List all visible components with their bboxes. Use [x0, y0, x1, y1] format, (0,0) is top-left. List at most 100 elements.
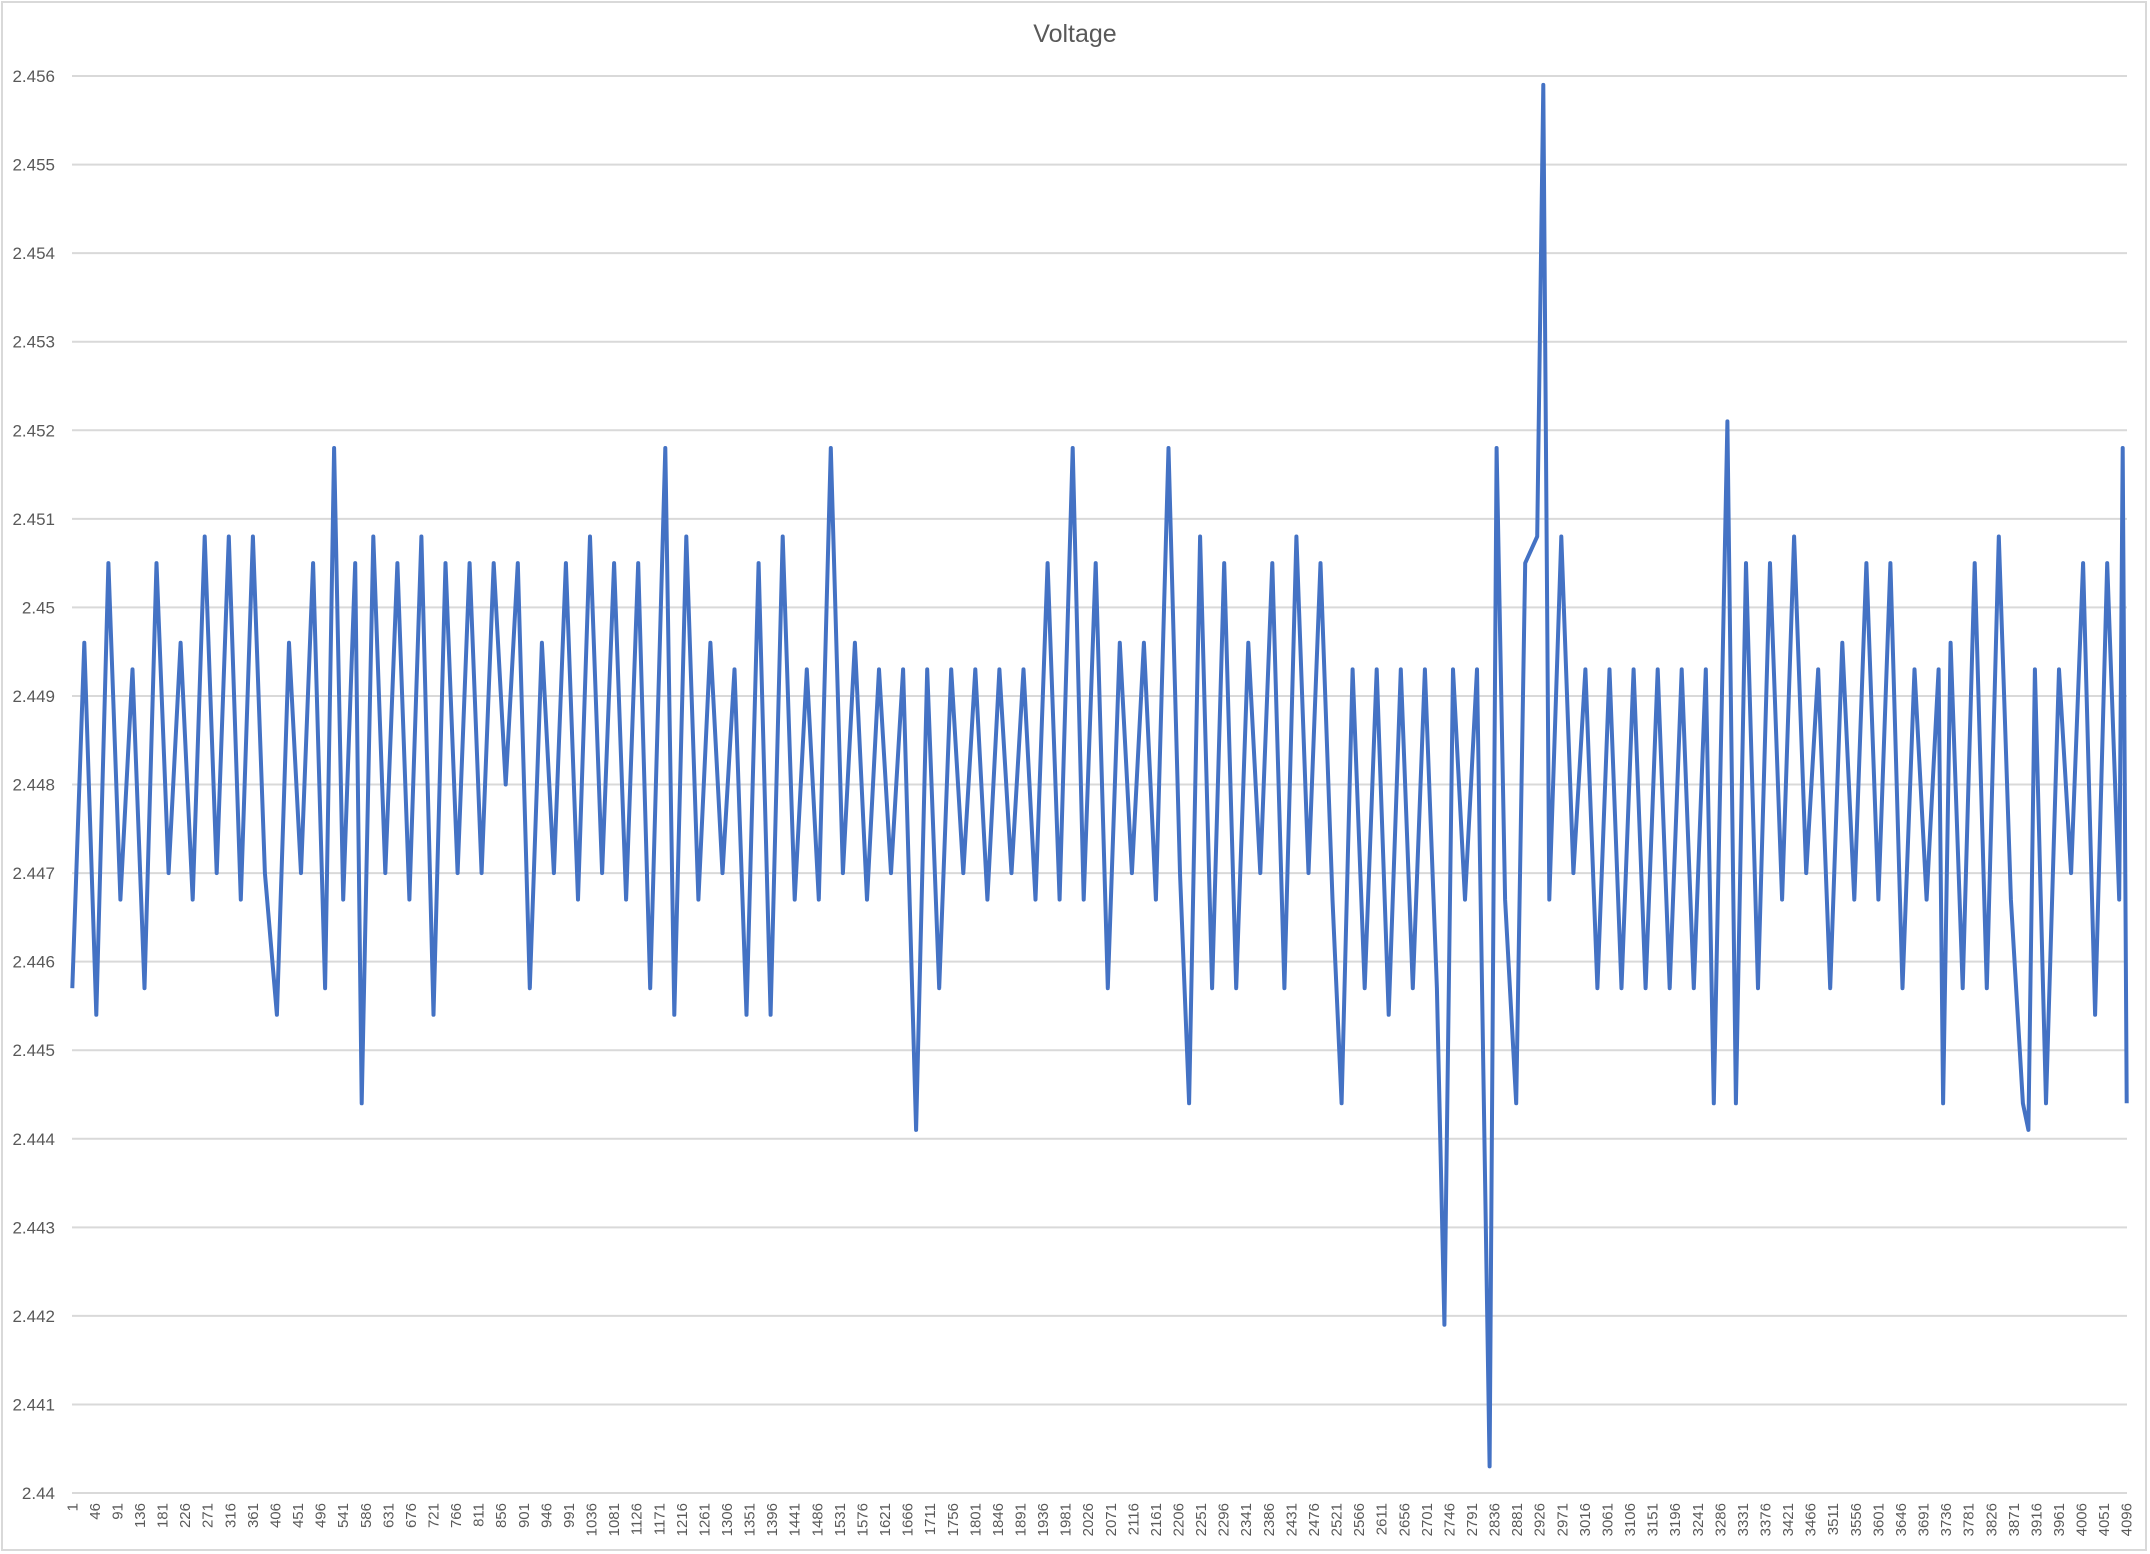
x-tick-label: 1036 — [584, 1503, 601, 1536]
x-tick-label: 2476 — [1306, 1503, 1323, 1536]
y-tick-label: 2.452 — [12, 421, 55, 440]
x-tick-label: 3331 — [1735, 1503, 1752, 1536]
x-tick-label: 721 — [425, 1503, 442, 1528]
x-tick-label: 2161 — [1148, 1503, 1165, 1536]
x-tick-label: 766 — [448, 1503, 465, 1528]
x-tick-label: 3916 — [2028, 1503, 2045, 1536]
y-tick-label: 2.445 — [12, 1041, 55, 1060]
x-tick-label: 1621 — [877, 1503, 894, 1536]
x-tick-label: 4051 — [2096, 1503, 2113, 1536]
x-tick-label: 3061 — [1599, 1503, 1616, 1536]
y-tick-label: 2.446 — [12, 953, 55, 972]
x-tick-label: 3736 — [1938, 1503, 1955, 1536]
x-tick-label: 1396 — [764, 1503, 781, 1536]
x-tick-label: 2791 — [1464, 1503, 1481, 1536]
x-tick-label: 3646 — [1893, 1503, 1910, 1536]
y-tick-label: 2.444 — [12, 1130, 55, 1149]
x-tick-label: 2071 — [1103, 1503, 1120, 1536]
x-tick-label: 3871 — [2006, 1503, 2023, 1536]
y-tick-label: 2.45 — [22, 598, 55, 617]
x-tick-label: 4096 — [2119, 1503, 2136, 1536]
x-tick-label: 3151 — [1645, 1503, 1662, 1536]
y-tick-label: 2.443 — [12, 1218, 55, 1237]
y-tick-label: 2.453 — [12, 333, 55, 352]
y-tick-label: 2.449 — [12, 687, 55, 706]
x-tick-label: 856 — [493, 1503, 510, 1528]
x-tick-label: 181 — [155, 1503, 172, 1528]
x-tick-label: 2026 — [1080, 1503, 1097, 1536]
y-tick-label: 2.451 — [12, 510, 55, 529]
x-tick-label: 3241 — [1690, 1503, 1707, 1536]
x-tick-label: 451 — [290, 1503, 307, 1528]
x-tick-label: 1306 — [719, 1503, 736, 1536]
x-tick-label: 1846 — [990, 1503, 1007, 1536]
x-tick-label: 1081 — [606, 1503, 623, 1536]
x-tick-label: 1936 — [1035, 1503, 1052, 1536]
x-tick-label: 3601 — [1870, 1503, 1887, 1536]
x-tick-label: 91 — [109, 1503, 126, 1520]
x-tick-label: 2251 — [1193, 1503, 1210, 1536]
x-tick-label: 2296 — [1216, 1503, 1233, 1536]
x-tick-label: 3016 — [1577, 1503, 1594, 1536]
x-tick-label: 1711 — [922, 1503, 939, 1535]
x-tick-label: 1126 — [629, 1503, 646, 1535]
chart-title: Voltage — [1033, 20, 1117, 48]
x-tick-label: 3466 — [1803, 1503, 1820, 1536]
x-tick-label: 3826 — [1983, 1503, 2000, 1536]
y-tick-label: 2.455 — [12, 156, 55, 175]
x-tick-label: 811 — [471, 1503, 488, 1527]
x-tick-label: 2701 — [1419, 1503, 1436, 1536]
x-tick-label: 3376 — [1758, 1503, 1775, 1536]
x-tick-label: 676 — [403, 1503, 420, 1528]
x-tick-label: 2611 — [1374, 1503, 1391, 1535]
x-tick-label: 2881 — [1509, 1503, 1526, 1536]
x-tick-label: 3556 — [1848, 1503, 1865, 1536]
x-tick-label: 1531 — [832, 1503, 849, 1536]
y-tick-label: 2.448 — [12, 776, 55, 795]
x-tick-label: 361 — [245, 1503, 262, 1528]
x-tick-label: 991 — [561, 1503, 578, 1528]
x-tick-label: 3286 — [1712, 1503, 1729, 1536]
x-tick-label: 586 — [358, 1503, 375, 1528]
x-tick-label: 2971 — [1554, 1503, 1571, 1536]
x-tick-label: 1486 — [809, 1503, 826, 1536]
x-tick-label: 2521 — [1329, 1503, 1346, 1536]
x-tick-label: 4006 — [2074, 1503, 2091, 1536]
x-tick-label: 1 — [64, 1503, 81, 1511]
x-tick-label: 2656 — [1396, 1503, 1413, 1536]
x-tick-label: 316 — [222, 1503, 239, 1528]
y-tick-label: 2.454 — [12, 244, 55, 263]
x-tick-label: 1441 — [787, 1503, 804, 1536]
x-tick-label: 1351 — [742, 1503, 759, 1536]
x-tick-label: 3961 — [2051, 1503, 2068, 1536]
x-tick-label: 136 — [132, 1503, 149, 1528]
x-tick-label: 1576 — [854, 1503, 871, 1536]
x-tick-label: 2746 — [1441, 1503, 1458, 1536]
x-tick-label: 631 — [380, 1503, 397, 1528]
x-tick-label: 3421 — [1780, 1503, 1797, 1536]
y-tick-label: 2.447 — [12, 864, 55, 883]
x-tick-label: 1171 — [651, 1503, 668, 1535]
x-tick-label: 1261 — [696, 1503, 713, 1536]
x-tick-label: 1891 — [1012, 1503, 1029, 1536]
y-tick-label: 2.456 — [12, 67, 55, 86]
x-tick-label: 3781 — [1961, 1503, 1978, 1536]
x-tick-label: 406 — [267, 1503, 284, 1528]
x-tick-label: 1666 — [900, 1503, 917, 1536]
x-tick-label: 46 — [87, 1503, 104, 1520]
x-tick-label: 2431 — [1283, 1503, 1300, 1536]
voltage-series-line — [70, 82, 2129, 1469]
x-tick-label: 1756 — [945, 1503, 962, 1536]
y-tick-label: 2.44 — [22, 1484, 55, 1503]
x-tick-label: 3691 — [1916, 1503, 1933, 1536]
x-tick-label: 2836 — [1487, 1503, 1504, 1536]
x-tick-label: 946 — [538, 1503, 555, 1528]
x-tick-label: 496 — [313, 1503, 330, 1528]
x-tick-label: 3106 — [1622, 1503, 1639, 1536]
y-tick-label: 2.441 — [12, 1395, 55, 1414]
x-tick-label: 2206 — [1171, 1503, 1188, 1536]
x-tick-label: 3196 — [1667, 1503, 1684, 1536]
x-tick-label: 3511 — [1825, 1503, 1842, 1535]
